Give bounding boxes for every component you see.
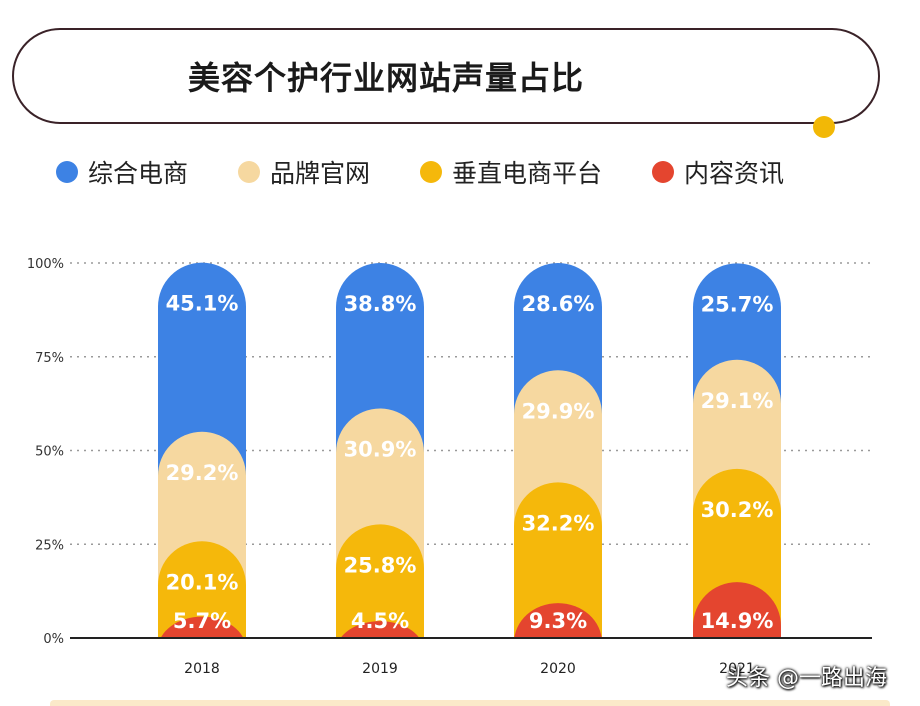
legend-item: 垂直电商平台 [420, 154, 602, 190]
y-tick-label: 25% [35, 538, 64, 553]
y-tick-label: 0% [43, 632, 64, 647]
legend-item: 内容资讯 [652, 154, 784, 190]
y-tick-label: 75% [35, 351, 64, 366]
legend-swatch [652, 161, 675, 183]
bar-segment [514, 482, 602, 638]
legend: 综合电商 品牌官网 垂直电商平台 内容资讯 [56, 154, 834, 190]
bar-stack [514, 263, 602, 638]
legend-swatch [420, 161, 443, 183]
x-tick-label: 2020 [540, 661, 576, 677]
y-tick-label: 100% [27, 257, 64, 272]
stacked-bar-chart: 0% 25% 50% 75% 100% 5.7% 20.1% 29.2% 45.1% 2018 4.… [27, 257, 872, 677]
data-label: 30.2% [701, 498, 774, 522]
data-label: 4.5% [351, 609, 409, 633]
bottom-strip [50, 700, 890, 706]
title-accent-dot [813, 116, 835, 138]
legend-label: 内容资讯 [684, 159, 785, 188]
bar-segment [514, 603, 602, 638]
data-label: 29.2% [166, 461, 239, 485]
data-label: 32.2% [522, 511, 595, 535]
bar-segment [693, 582, 781, 638]
data-label: 25.8% [344, 553, 417, 577]
chart-title: 美容个护行业网站声量占比 [187, 59, 584, 97]
legend-item: 品牌官网 [238, 154, 370, 190]
data-label: 20.1% [166, 570, 239, 594]
x-tick-label: 2018 [184, 661, 220, 677]
bar-stack [158, 262, 246, 638]
legend-label: 品牌官网 [270, 159, 371, 188]
data-label: 9.3% [529, 609, 587, 633]
data-label: 29.1% [701, 389, 774, 413]
bar-segment [160, 616, 244, 638]
bar-segment [340, 621, 420, 638]
legend-item: 综合电商 [56, 154, 188, 190]
legend-swatch [238, 161, 261, 183]
bar-segment [158, 541, 246, 638]
bar-stack [336, 263, 424, 638]
data-label: 28.6% [522, 292, 595, 316]
data-label: 45.1% [166, 292, 239, 316]
title-box: 美容个护行业网站声量占比 [12, 28, 880, 124]
legend-label: 垂直电商平台 [452, 159, 603, 188]
x-tick-label: 2019 [362, 661, 398, 677]
bar-segment [336, 524, 424, 638]
data-label: 30.9% [344, 438, 417, 462]
data-label: 14.9% [701, 609, 774, 633]
data-label: 29.9% [522, 399, 595, 423]
x-tick-label: 2021 [719, 661, 755, 677]
bar-stack [693, 263, 781, 638]
legend-swatch [56, 161, 78, 183]
data-label: 38.8% [344, 292, 417, 316]
y-tick-label: 50% [35, 445, 64, 460]
data-label: 5.7% [173, 609, 231, 633]
watermark: 头条 @一路出海 [726, 666, 887, 691]
legend-label: 综合电商 [88, 159, 189, 188]
data-label: 25.7% [701, 292, 774, 316]
